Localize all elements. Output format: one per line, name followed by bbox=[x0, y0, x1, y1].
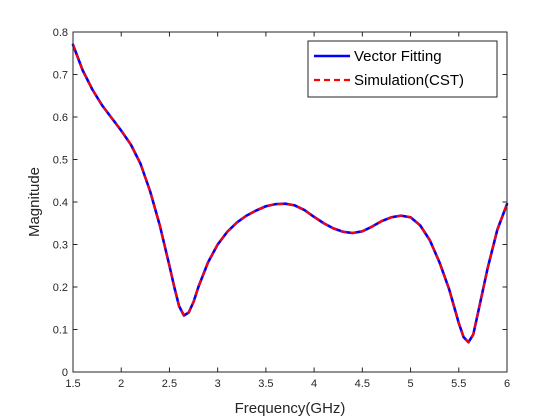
x-tick-label: 4 bbox=[311, 378, 317, 390]
y-tick-label: 0.2 bbox=[53, 282, 68, 294]
y-tick-label: 0.1 bbox=[53, 325, 68, 337]
y-axis-label: Magnitude bbox=[26, 167, 43, 237]
legend-box bbox=[307, 40, 498, 98]
x-tick-label: 2 bbox=[118, 378, 124, 390]
series-line-vector-fitting bbox=[71, 43, 509, 344]
y-tick-label: 0.4 bbox=[53, 197, 68, 209]
legend-label-vector-fitting: Vector Fitting bbox=[354, 48, 442, 65]
y-tick-label: 0.6 bbox=[53, 112, 68, 124]
ticks-layer: 1.5 2 2.5 3 3.5 4 4.5 5 5.5 6 0 0.1 0.2 0.3 0.4 0.5 0.6 0… bbox=[53, 27, 510, 390]
legend-label-simulation-cst: Simulation(CST) bbox=[354, 72, 464, 89]
x-tick-label: 3 bbox=[215, 378, 221, 390]
y-tick-label: 0.7 bbox=[53, 70, 68, 82]
x-tick-label: 5 bbox=[407, 378, 413, 390]
x-tick-label: 1.5 bbox=[65, 378, 80, 390]
x-tick-label: 4.5 bbox=[355, 378, 370, 390]
x-tick-label: 5.5 bbox=[451, 378, 466, 390]
x-tick-label: 6 bbox=[504, 378, 510, 390]
y-tick-label: 0.3 bbox=[53, 240, 68, 252]
y-tick-label: 0 bbox=[62, 367, 68, 379]
y-tick-label: 0.8 bbox=[53, 27, 68, 39]
series-layer bbox=[71, 43, 509, 344]
x-tick-label: 3.5 bbox=[258, 378, 273, 390]
x-axis-label: Frequency(GHz) bbox=[235, 400, 346, 417]
legend: Vector Fitting Simulation(CST) bbox=[307, 40, 498, 98]
x-tick-label: 2.5 bbox=[162, 378, 177, 390]
y-tick-label: 0.5 bbox=[53, 155, 68, 167]
